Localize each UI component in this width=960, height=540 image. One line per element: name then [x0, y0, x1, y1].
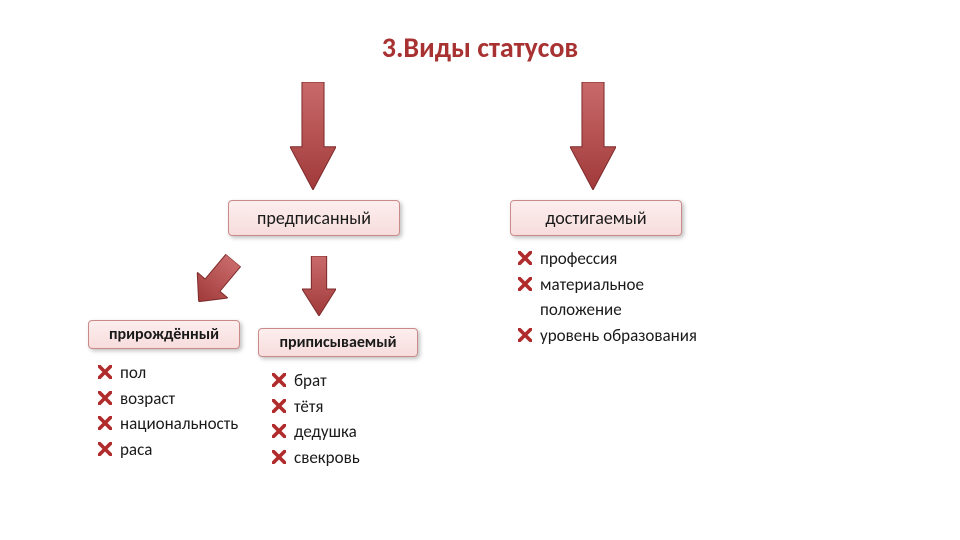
- list-item-text: профессия: [540, 246, 617, 272]
- list-item-text: тётя: [294, 394, 323, 420]
- x-bullet-icon: [98, 365, 112, 379]
- list-item: пол: [98, 360, 278, 386]
- diagram-title: 3.Виды статусов: [0, 30, 960, 65]
- list-item: свекровь: [272, 445, 452, 471]
- list-item-text: материальное положение: [540, 272, 728, 323]
- list-item-text: свекровь: [294, 445, 360, 471]
- list-item-text: пол: [120, 360, 146, 386]
- x-bullet-icon: [518, 328, 532, 342]
- x-bullet-icon: [518, 277, 532, 291]
- x-bullet-icon: [98, 442, 112, 456]
- list-item: возраст: [98, 386, 278, 412]
- list-item: дедушка: [272, 419, 452, 445]
- list-item-text: уровень образования: [540, 323, 697, 349]
- list-item: профессия: [518, 246, 728, 272]
- list-item: раса: [98, 437, 278, 463]
- node-pripisyvaemyy: приписываемый: [258, 328, 418, 357]
- node-prirozhdennyy: прирождённый: [88, 320, 240, 349]
- x-bullet-icon: [272, 450, 286, 464]
- x-bullet-icon: [272, 399, 286, 413]
- list-pripisyvaemyy: брат тётя дедушка свекровь: [272, 368, 452, 470]
- x-bullet-icon: [272, 424, 286, 438]
- arrow-title-to-predpisannyy: [290, 82, 336, 190]
- list-item: брат: [272, 368, 452, 394]
- x-bullet-icon: [98, 416, 112, 430]
- list-item: национальность: [98, 411, 278, 437]
- list-item-text: брат: [294, 368, 327, 394]
- list-item: материальное положение: [518, 272, 728, 323]
- node-predpisannyy: предписанный: [228, 200, 400, 236]
- arrow-predpisannyy-to-prirozhdennyy: [183, 247, 248, 314]
- x-bullet-icon: [272, 373, 286, 387]
- list-prirozhdennyy: пол возраст национальность раса: [98, 360, 278, 462]
- list-item-text: возраст: [120, 386, 175, 412]
- arrow-title-to-dostigaemyy: [570, 82, 616, 190]
- x-bullet-icon: [98, 391, 112, 405]
- node-dostigaemyy: достигаемый: [510, 200, 682, 236]
- list-dostigaemyy: профессия материальное положение уровень…: [518, 246, 728, 348]
- list-item-text: национальность: [120, 411, 238, 437]
- list-item-text: дедушка: [294, 419, 357, 445]
- x-bullet-icon: [518, 251, 532, 265]
- arrow-predpisannyy-to-pripisyvaemyy: [302, 256, 336, 316]
- list-item: тётя: [272, 394, 452, 420]
- list-item-text: раса: [120, 437, 152, 463]
- list-item: уровень образования: [518, 323, 728, 349]
